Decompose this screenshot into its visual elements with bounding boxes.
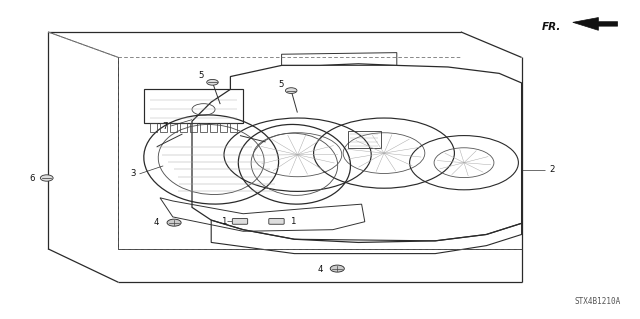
Text: 4: 4 xyxy=(153,218,159,227)
Bar xyxy=(180,123,188,132)
Bar xyxy=(170,123,177,132)
Bar xyxy=(150,123,157,132)
Text: 1: 1 xyxy=(221,217,227,226)
Text: 5: 5 xyxy=(198,71,204,80)
Text: FR.: FR. xyxy=(542,22,561,32)
Circle shape xyxy=(330,265,344,272)
Bar xyxy=(190,123,197,132)
Bar xyxy=(210,123,217,132)
Circle shape xyxy=(40,175,53,181)
Text: 1: 1 xyxy=(290,217,296,226)
Text: 3: 3 xyxy=(131,169,136,178)
Text: 2: 2 xyxy=(550,165,556,174)
Bar xyxy=(220,123,227,132)
Text: 7: 7 xyxy=(162,122,168,130)
Polygon shape xyxy=(573,18,618,30)
FancyBboxPatch shape xyxy=(232,219,248,224)
Bar xyxy=(144,89,243,123)
FancyBboxPatch shape xyxy=(269,219,284,224)
Text: STX4B1210A: STX4B1210A xyxy=(575,297,621,306)
Bar xyxy=(200,123,207,132)
Bar xyxy=(230,123,237,132)
Text: 4: 4 xyxy=(317,265,323,274)
Text: 5: 5 xyxy=(278,80,284,89)
Bar xyxy=(161,123,167,132)
Circle shape xyxy=(207,79,218,85)
Circle shape xyxy=(167,219,181,226)
Circle shape xyxy=(285,88,297,93)
Text: 6: 6 xyxy=(29,174,35,182)
Bar xyxy=(348,131,381,148)
